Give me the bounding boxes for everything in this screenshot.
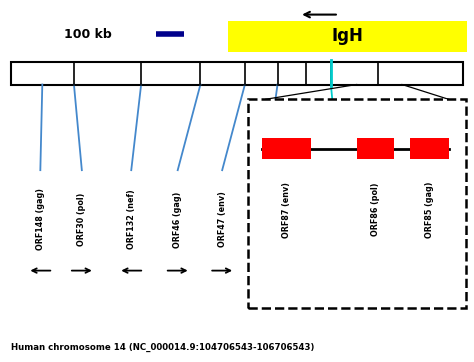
Text: 100 kb: 100 kb bbox=[64, 28, 112, 41]
Text: ORF85 (gag): ORF85 (gag) bbox=[425, 181, 434, 238]
Bar bbox=[356, 138, 394, 159]
Text: ORF68 (env): ORF68 (env) bbox=[261, 191, 270, 247]
Bar bbox=[262, 138, 311, 159]
Text: rs11621145: rs11621145 bbox=[305, 193, 314, 246]
Text: ORF132 (nef): ORF132 (nef) bbox=[127, 190, 136, 249]
Text: IgH: IgH bbox=[332, 27, 364, 45]
Text: ORF86 (pol): ORF86 (pol) bbox=[371, 183, 380, 236]
Text: ORF47 (env): ORF47 (env) bbox=[218, 191, 227, 247]
Text: ORF46 (gag): ORF46 (gag) bbox=[173, 191, 182, 248]
Bar bbox=[248, 99, 466, 308]
Bar bbox=[11, 62, 463, 84]
Text: ORF87 (env): ORF87 (env) bbox=[282, 182, 291, 237]
Text: 1 kb: 1 kb bbox=[262, 287, 287, 297]
Bar bbox=[228, 21, 467, 52]
Text: Human chromosome 14 (NC_000014.9:104706543-106706543): Human chromosome 14 (NC_000014.9:1047065… bbox=[11, 343, 314, 352]
Text: ORF30 (pol): ORF30 (pol) bbox=[77, 193, 86, 246]
Text: ORF148 (gag): ORF148 (gag) bbox=[36, 188, 45, 251]
Bar bbox=[410, 138, 449, 159]
